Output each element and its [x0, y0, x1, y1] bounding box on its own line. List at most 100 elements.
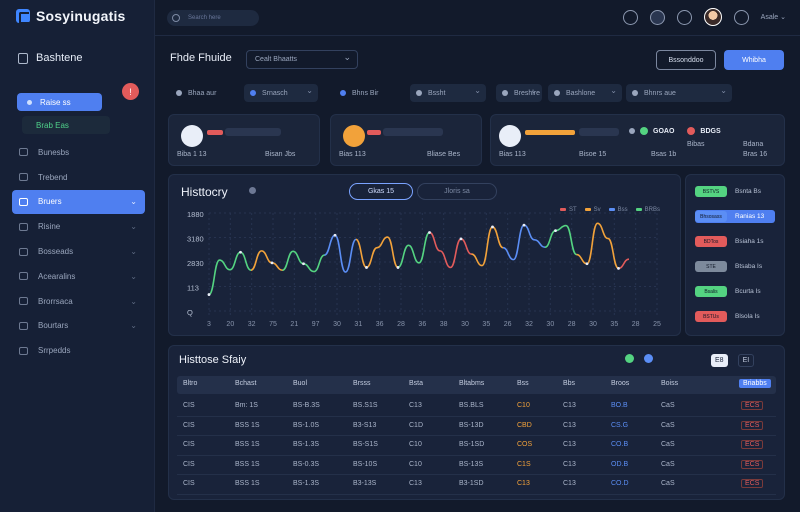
primary-button[interactable]: Whibha — [724, 50, 784, 70]
legend-swatch-icon — [635, 207, 642, 211]
column-header[interactable]: Bchast — [235, 380, 257, 387]
right-panel-row[interactable]: Bhsosass Ranias 13 — [695, 210, 775, 223]
table-cell: CaS — [661, 402, 675, 409]
table-body: CIS Bm: 1S BS-B.3S BS.S1S C13 BS.BLS C10 C13 BO.… — [177, 397, 776, 495]
help-icon[interactable] — [733, 9, 749, 25]
series-line-segment — [271, 262, 283, 271]
table-cell: C1S — [517, 460, 531, 468]
nav-item-icon — [19, 247, 28, 256]
x-tick-label: 30 — [589, 321, 597, 328]
filter-label: Bhnrs aue — [644, 89, 676, 97]
topbar-actions: Asale ⌄ — [622, 8, 786, 26]
table-cell: ECS — [741, 401, 764, 410]
sidebar-item[interactable]: Bosseads ⌄ — [12, 239, 145, 264]
legend-item: Sv — [584, 207, 601, 213]
table-row[interactable]: CIS Bm: 1S BS-B.3S BS.S1S C13 BS.BLS C10 C13 BO.… — [177, 397, 776, 417]
sidebar-item[interactable]: Acearalins ⌄ — [12, 264, 145, 289]
filter-control[interactable]: Srnasch — [244, 84, 318, 102]
x-tick-label: 30 — [546, 321, 554, 328]
column-header[interactable]: Bsta — [409, 380, 424, 387]
blue-view-icon[interactable] — [644, 354, 653, 363]
filter-control[interactable]: Bhnrs aue — [626, 84, 732, 102]
series-line-segment — [261, 250, 273, 264]
column-header[interactable]: Bltabms — [459, 380, 485, 387]
app-logo[interactable]: Sosyinugatis — [16, 8, 126, 24]
column-header[interactable]: Briabbs — [739, 379, 771, 388]
table-ctrl-button[interactable]: E8 — [711, 354, 728, 367]
table-cell: C13 — [409, 402, 422, 409]
filter-control[interactable]: Bssht — [410, 84, 486, 102]
column-header[interactable]: Bbs — [563, 380, 576, 387]
filter-label: Bhaa aur — [188, 89, 217, 97]
column-header[interactable]: Broos — [611, 380, 630, 387]
stat-card-1[interactable]: Biba 1 13 Bisan Jbs — [168, 114, 320, 166]
table-ctrl-button[interactable]: EI — [737, 354, 755, 367]
chart-info-icon[interactable] — [249, 187, 256, 194]
right-panel-row[interactable]: BSTVS Bsnta Bs — [695, 185, 761, 198]
chevron-down-icon: ⌄ — [130, 197, 137, 207]
sidebar-chip[interactable]: Raise ss — [17, 93, 102, 111]
column-header[interactable]: Buol — [293, 380, 308, 387]
filter-control[interactable]: Bhaa aur — [170, 84, 236, 102]
history-chart-panel: 3 20 32 75 21 97 30 31 36 28 36 38 30 35 26 32 30 28 30 35 2… — [168, 174, 681, 336]
filter-control[interactable]: Breshlre — [496, 84, 542, 102]
column-header[interactable]: Brsss — [353, 380, 371, 387]
sidebar-item[interactable]: Bourtars ⌄ — [12, 314, 145, 339]
table-cell: BSS 1S — [235, 480, 260, 487]
table-row[interactable]: CIS BSS 1S BS-1.0S B3-S13 C1D BS-13D CBD C13 CS.… — [177, 417, 776, 436]
right-panel-row[interactable]: STE Btsaba Is — [695, 260, 762, 273]
search-toggle-icon[interactable] — [622, 9, 638, 25]
sidebar-item[interactable]: Bruers ⌄ — [12, 189, 145, 215]
series-line-segment — [240, 251, 252, 271]
series-point — [302, 262, 305, 266]
notification-badge[interactable]: ! — [122, 83, 139, 100]
chart-title: Histtocry — [181, 185, 228, 199]
page-select[interactable]: Cealt Bhaatts — [246, 50, 358, 69]
sidebar-status-label[interactable]: Brab Eas — [22, 116, 110, 134]
sidebar-item[interactable]: Risine ⌄ — [12, 214, 145, 239]
sidebar-item[interactable]: Trebend — [12, 165, 145, 190]
column-header[interactable]: Bss — [517, 380, 529, 387]
notifications-icon[interactable] — [676, 9, 692, 25]
green-view-icon[interactable] — [625, 354, 634, 363]
secondary-button[interactable]: Bssonddoo — [656, 50, 716, 70]
series-point — [239, 250, 242, 254]
sidebar-item[interactable]: Brorrsaca ⌄ — [12, 289, 145, 314]
stat-icon — [181, 125, 203, 147]
right-panel-row[interactable]: Bsalis Bcurta Is — [695, 285, 761, 298]
chart-range-option[interactable]: Jloris sa — [417, 183, 497, 200]
filter-dot-icon — [416, 90, 422, 96]
search-input[interactable]: Search here — [167, 10, 259, 26]
chart-range-active[interactable]: Gkas 15 — [349, 183, 413, 200]
x-tick-label: 35 — [610, 321, 618, 328]
sidebar-item[interactable]: Srrpedds — [12, 338, 145, 363]
legend-swatch-icon — [559, 207, 566, 211]
stat-right-text: Bisan Jbs — [265, 151, 296, 158]
series-point — [365, 266, 368, 269]
column-header[interactable]: Boiss — [661, 380, 679, 387]
table-row[interactable]: CIS BSS 1S BS-1.3S BS-S1S C10 BS-1SD COS C13 CO.… — [177, 436, 776, 456]
status-pill: BSTUs — [695, 311, 727, 322]
stat-card-3[interactable]: Bias 113 Bisoe 15 GOAO BDGS Bibas Bdana … — [490, 114, 785, 166]
series-line-segment — [607, 237, 619, 270]
column-header[interactable]: Bltro — [183, 380, 198, 387]
settings-icon[interactable] — [649, 9, 665, 25]
user-menu[interactable]: Asale ⌄ — [760, 14, 786, 21]
table-cell: BS.S1S — [353, 402, 378, 409]
avatar[interactable] — [703, 8, 722, 26]
right-panel-row[interactable]: BSTUs Blsola Is — [695, 310, 760, 323]
filter-dot-icon — [502, 90, 508, 96]
filter-control[interactable]: Bashlone — [548, 84, 622, 102]
filter-control[interactable]: Bhns Bir — [334, 84, 406, 102]
chevron-down-icon: ⌄ — [130, 296, 137, 306]
series-line-segment — [450, 238, 462, 269]
table-row[interactable]: CIS BSS 1S BS-0.3S BS-10S C10 BS-13S C1S C13 OD.… — [177, 456, 776, 475]
table-cell: B3-13S — [353, 480, 377, 487]
x-tick-label: 38 — [440, 321, 448, 328]
sidebar-item-label: Risine — [38, 222, 61, 232]
table-row[interactable]: CIS BSS 1S BS-1.3S B3-13S C13 B3-1SD C13 C13 CO.… — [177, 475, 776, 495]
chevron-down-icon: ⌄ — [130, 222, 137, 232]
sidebar-item[interactable]: Bunesbs — [12, 140, 145, 165]
stat-card-2[interactable]: Bias 113 Bliase Bes — [330, 114, 482, 166]
right-panel-row[interactable]: BDTos Bsiaha 1s — [695, 235, 764, 248]
